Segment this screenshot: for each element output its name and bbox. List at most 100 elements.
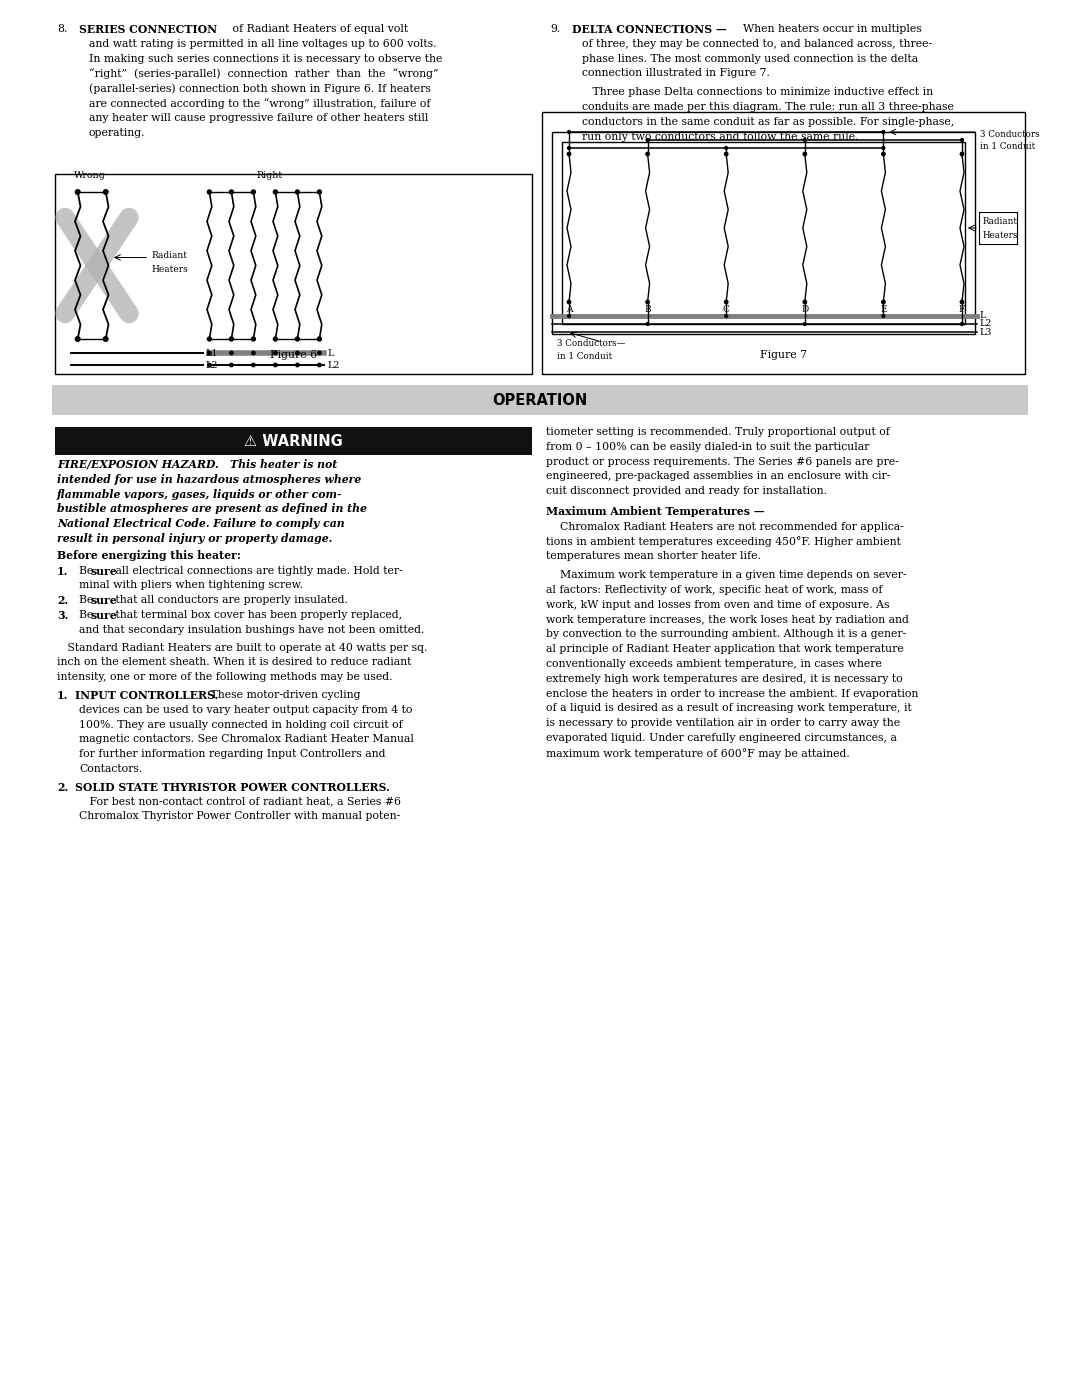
Text: E: E [880,305,887,314]
Circle shape [229,337,233,341]
Circle shape [252,351,255,355]
Circle shape [252,190,255,194]
Text: by convection to the surrounding ambient. Although it is a gener-: by convection to the surrounding ambient… [546,630,906,640]
Text: 2.: 2. [57,782,68,793]
Circle shape [960,138,963,141]
Text: work temperature increases, the work loses heat by radiation and: work temperature increases, the work los… [546,615,909,624]
Text: Radiant: Radiant [983,217,1017,225]
Circle shape [804,300,807,303]
Circle shape [76,190,80,194]
Circle shape [296,363,299,366]
Text: SOLID STATE THYRISTOR POWER CONTROLLERS.: SOLID STATE THYRISTOR POWER CONTROLLERS. [75,782,390,793]
Text: intended for use in hazardous atmospheres where: intended for use in hazardous atmosphere… [57,474,361,485]
Bar [55,427,532,455]
Circle shape [273,351,278,355]
Text: magnetic contactors. See Chromalox Radiant Heater Manual: magnetic contactors. See Chromalox Radia… [79,735,414,745]
Circle shape [804,323,806,326]
Text: L3: L3 [980,327,993,337]
Text: In making such series connections it is necessary to observe the: In making such series connections it is … [89,53,443,64]
Text: in 1 Conduit: in 1 Conduit [557,352,612,360]
Text: maximum work temperature of 600°F may be attained.: maximum work temperature of 600°F may be… [546,747,850,759]
Circle shape [318,363,321,366]
Text: engineered, pre-packaged assemblies in an enclosure with cir-: engineered, pre-packaged assemblies in a… [546,471,890,482]
Text: INPUT CONTROLLERS.: INPUT CONTROLLERS. [75,690,218,701]
Text: all electrical connections are tightly made. Hold ter-: all electrical connections are tightly m… [112,566,403,576]
Text: 1.: 1. [57,566,68,577]
Text: Radiant: Radiant [983,217,1017,225]
Text: 3.: 3. [57,610,68,622]
Text: 9.: 9. [550,24,561,34]
Text: Chromalox Thyristor Power Controller with manual poten-: Chromalox Thyristor Power Controller wit… [79,812,401,821]
Text: is necessary to provide ventilation air in order to carry away the: is necessary to provide ventilation air … [546,718,900,728]
Circle shape [207,190,212,194]
Text: “right”  (series-parallel)  connection  rather  than  the  “wrong”: “right” (series-parallel) connection rat… [89,68,438,80]
Text: and that secondary insulation bushings have not been omitted.: and that secondary insulation bushings h… [79,624,424,634]
Text: run only two conductors and follow the same rule.: run only two conductors and follow the s… [582,131,859,141]
Text: OPERATION: OPERATION [492,393,588,408]
Circle shape [76,337,80,341]
Text: enclose the heaters in order to increase the ambient. If evaporation: enclose the heaters in order to increase… [546,689,918,698]
Text: Be: Be [79,610,97,620]
Text: National Electrical Code. Failure to comply can: National Electrical Code. Failure to com… [57,518,345,529]
Text: tiometer setting is recommended. Truly proportional output of: tiometer setting is recommended. Truly p… [546,427,890,437]
Text: L: L [980,312,986,320]
Text: tions in ambient temperatures exceeding 450°F. Higher ambient: tions in ambient temperatures exceeding … [546,536,901,548]
Bar [562,142,966,324]
Text: L: L [327,348,334,358]
Text: B: B [645,305,651,314]
Circle shape [804,152,807,155]
Circle shape [568,130,570,133]
Text: for further information regarding Input Controllers and: for further information regarding Input … [79,749,386,759]
Text: L2: L2 [980,320,993,328]
Text: 3 Conductors: 3 Conductors [980,130,1040,138]
Text: These motor-driven cycling: These motor-driven cycling [207,690,361,700]
Text: result in personal injury or property damage.: result in personal injury or property da… [57,534,333,543]
Bar [542,112,1025,374]
Bar [52,386,1028,415]
Circle shape [646,152,649,155]
Text: conductors in the same conduit as far as possible. For single-phase,: conductors in the same conduit as far as… [582,117,955,127]
Circle shape [207,337,212,341]
Circle shape [725,300,728,303]
Text: intensity, one or more of the following methods may be used.: intensity, one or more of the following … [57,672,392,682]
Circle shape [252,363,255,366]
Circle shape [318,190,322,194]
Circle shape [296,351,299,355]
Text: Heaters: Heaters [151,264,188,274]
Text: Heaters: Heaters [983,231,1018,239]
Text: (parallel-series) connection both shown in Figure 6. If heaters: (parallel-series) connection both shown … [89,84,431,94]
Text: product or process requirements. The Series #6 panels are pre-: product or process requirements. The Ser… [546,457,899,467]
Text: Contactors.: Contactors. [79,764,143,774]
Circle shape [252,337,255,341]
Text: from 0 – 100% can be easily dialed-in to suit the particular: from 0 – 100% can be easily dialed-in to… [546,441,869,451]
Text: Heaters: Heaters [983,231,1018,239]
Circle shape [882,130,885,133]
Text: of Radiant Heaters of equal volt: of Radiant Heaters of equal volt [229,24,408,34]
Text: F: F [959,305,966,314]
Text: Wrong: Wrong [75,170,106,180]
Text: Three phase Delta connections to minimize inductive effect in: Three phase Delta connections to minimiz… [582,87,933,98]
Text: Be: Be [79,595,97,605]
Text: C: C [723,305,730,314]
Text: operating.: operating. [89,127,146,137]
Text: of a liquid is desired as a result of increasing work temperature, it: of a liquid is desired as a result of in… [546,704,912,714]
Circle shape [568,314,570,317]
Circle shape [568,147,570,149]
Text: Maximum work temperature in a given time depends on sever-: Maximum work temperature in a given time… [546,570,906,580]
Circle shape [229,190,233,194]
Text: devices can be used to vary heater output capacity from 4 to: devices can be used to vary heater outpu… [79,705,413,715]
Text: evaporated liquid. Under carefully engineered circumstances, a: evaporated liquid. Under carefully engin… [546,733,896,743]
Text: 2.: 2. [57,595,68,606]
Text: DELTA CONNECTIONS —: DELTA CONNECTIONS — [572,24,727,35]
Circle shape [104,190,108,194]
Bar [55,175,532,374]
Text: FIRE/EXPOSION HAZARD.   This heater is not: FIRE/EXPOSION HAZARD. This heater is not [57,460,337,469]
Circle shape [296,190,299,194]
Text: flammable vapors, gases, liquids or other com-: flammable vapors, gases, liquids or othe… [57,489,342,500]
Text: L2: L2 [327,360,340,369]
Circle shape [646,138,649,141]
Text: sure: sure [91,595,118,606]
Circle shape [207,351,211,355]
Text: extremely high work temperatures are desired, it is necessary to: extremely high work temperatures are des… [546,673,903,683]
Circle shape [567,300,570,303]
